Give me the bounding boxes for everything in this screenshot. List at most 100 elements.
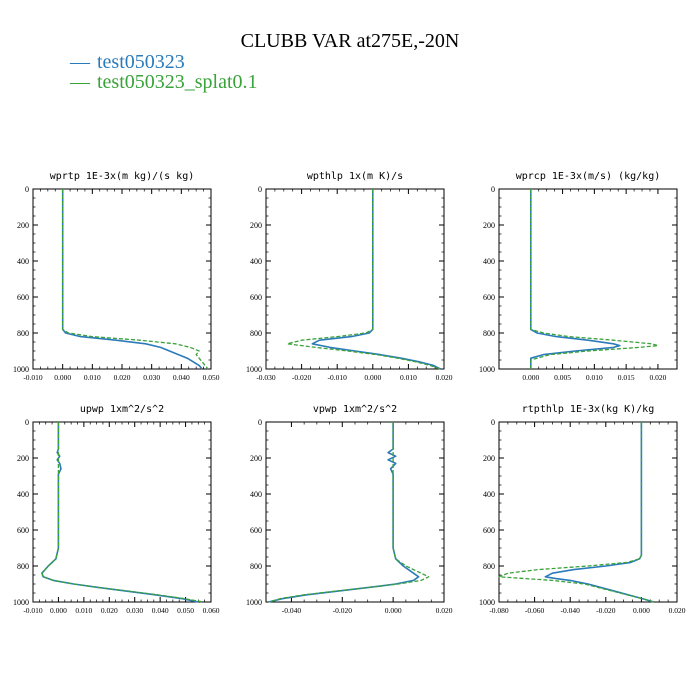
plot-panel: vpwp 1xm^2/s^2 0 200 400 600 800 1000 -0.040 -0.… xyxy=(246,404,453,615)
y-tick-label: 1000 xyxy=(479,598,495,607)
x-tick-label: 0.000 xyxy=(522,373,539,382)
y-tick-label: 200 xyxy=(483,454,495,463)
x-tick-label: 0.030 xyxy=(143,373,160,382)
x-tick-label: -0.030 xyxy=(256,373,276,382)
plot-title: wprcp 1E-3x(m/s) (kg/kg) xyxy=(516,171,661,182)
y-tick-label: 1000 xyxy=(479,365,495,374)
y-tick-label: 400 xyxy=(17,257,29,266)
y-tick-label: 600 xyxy=(250,526,262,535)
y-tick-label: 600 xyxy=(483,293,495,302)
plot-title: rtpthlp 1E-3x(kg K)/kg xyxy=(522,404,654,415)
legend-line-icon: — xyxy=(70,51,90,73)
x-tick-label: 0.050 xyxy=(177,606,194,615)
y-tick-label: 600 xyxy=(250,293,262,302)
y-tick-label: 400 xyxy=(483,490,495,499)
y-tick-label: 800 xyxy=(250,329,262,338)
plot-frame xyxy=(265,188,445,370)
y-tick-label: 800 xyxy=(483,329,495,338)
series-line-test050323 xyxy=(529,189,621,369)
x-tick-label: 0.020 xyxy=(101,606,118,615)
series-line-test050323 xyxy=(544,422,655,603)
x-tick-label: 0.050 xyxy=(203,373,220,382)
x-tick-label: 0.020 xyxy=(649,373,666,382)
x-tick-label: 0.015 xyxy=(618,373,635,382)
y-tick-label: 600 xyxy=(483,526,495,535)
plot-panel: wpthlp 1x(m K)/s 0 200 400 600 800 1000-0.030 -… xyxy=(246,171,453,382)
plot-panel: upwp 1xm^2/s^2 0 200 400 600 800 1000-0.010 0.0… xyxy=(13,404,220,615)
plot-frame xyxy=(498,421,678,603)
x-tick-label: 0.020 xyxy=(114,373,131,382)
series-line-test050323-splat0.1 xyxy=(498,422,655,603)
y-tick-label: 0 xyxy=(25,185,29,194)
x-tick-label: 0.020 xyxy=(436,373,453,382)
y-tick-label: 200 xyxy=(250,454,262,463)
y-tick-label: 400 xyxy=(250,490,262,499)
x-tick-label: 0.030 xyxy=(126,606,143,615)
x-tick-label: 0.040 xyxy=(173,373,190,382)
y-tick-label: 1000 xyxy=(13,598,29,607)
y-tick-label: 600 xyxy=(17,526,29,535)
plot-title: wpthlp 1x(m K)/s xyxy=(307,171,403,182)
y-tick-label: 0 xyxy=(25,418,29,427)
x-tick-label: -0.020 xyxy=(333,606,353,615)
x-tick-label: 0.010 xyxy=(586,373,603,382)
series-line-test050323 xyxy=(41,422,199,603)
y-tick-label: 400 xyxy=(250,257,262,266)
x-tick-label: -0.080 xyxy=(489,606,509,615)
x-tick-label: -0.010 xyxy=(328,373,348,382)
plot-panel: rtpthlp 1E-3x(kg K)/kg02004006008001000-… xyxy=(479,404,686,615)
plot-title: upwp 1xm^2/s^2 xyxy=(80,404,164,415)
y-tick-label: 0 xyxy=(258,185,262,194)
x-tick-label: -0.010 xyxy=(23,373,43,382)
x-tick-label: -0.060 xyxy=(525,606,545,615)
x-tick-label: 0.010 xyxy=(84,373,101,382)
y-tick-label: 1000 xyxy=(246,598,262,607)
series-line-test050323-splat0.1 xyxy=(268,422,430,603)
x-tick-label: 0.005 xyxy=(554,373,571,382)
plot-title: wprtp 1E-3x(m kg)/(s kg) xyxy=(50,171,195,182)
series-line-test050323-splat0.1 xyxy=(41,422,204,603)
legend-entry-test050323: — test050323 xyxy=(70,51,185,74)
y-tick-label: 800 xyxy=(483,562,495,571)
x-tick-label: 0.020 xyxy=(436,606,453,615)
y-tick-label: 200 xyxy=(17,221,29,230)
plot-panel: wprcp 1E-3x(m/s) (kg/kg) 0 200 400 600 800 100… xyxy=(479,171,678,382)
x-tick-label: -0.010 xyxy=(23,606,43,615)
x-tick-label: -0.020 xyxy=(596,606,616,615)
y-tick-label: 800 xyxy=(17,329,29,338)
x-tick-label: 0.000 xyxy=(50,606,67,615)
y-tick-label: 200 xyxy=(483,221,495,230)
y-tick-label: 800 xyxy=(17,562,29,571)
y-tick-label: 400 xyxy=(17,490,29,499)
y-tick-label: 200 xyxy=(17,454,29,463)
y-tick-label: 800 xyxy=(250,562,262,571)
legend-label: test050323 xyxy=(97,51,185,73)
legend-label: test050323_splat0.1 xyxy=(97,71,258,93)
y-tick-label: 1000 xyxy=(13,365,29,374)
page-title: CLUBB VAR at275E,-20N xyxy=(240,30,460,52)
y-tick-label: 400 xyxy=(483,257,495,266)
legend-entry-test050323-splat0.1: — test050323_splat0.1 xyxy=(70,71,258,94)
x-tick-label: 0.010 xyxy=(400,373,417,382)
series-line-test050323 xyxy=(61,189,203,370)
series-line-test050323 xyxy=(311,189,441,370)
y-tick-label: 0 xyxy=(258,418,262,427)
plot-panel: wprtp 1E-3x(m kg)/(s kg) 0 200 400 600 800 100… xyxy=(13,171,220,382)
y-tick-label: 0 xyxy=(491,418,495,427)
y-tick-label: 0 xyxy=(491,185,495,194)
y-tick-label: 200 xyxy=(250,221,262,230)
legend-line-icon: — xyxy=(70,71,90,93)
x-tick-label: -0.020 xyxy=(292,373,312,382)
x-tick-label: 0.000 xyxy=(54,373,71,382)
plot-frame xyxy=(32,188,212,370)
plot-title: vpwp 1xm^2/s^2 xyxy=(313,404,397,415)
y-tick-label: 600 xyxy=(17,293,29,302)
x-tick-label: -0.040 xyxy=(561,606,581,615)
series-line-test050323-splat0.1 xyxy=(62,189,209,370)
series-line-test050323-splat0.1 xyxy=(286,189,441,370)
y-tick-label: 1000 xyxy=(246,365,262,374)
plot-frame xyxy=(498,188,678,370)
series-line-test050323 xyxy=(268,422,420,603)
x-tick-label: 0.010 xyxy=(75,606,92,615)
